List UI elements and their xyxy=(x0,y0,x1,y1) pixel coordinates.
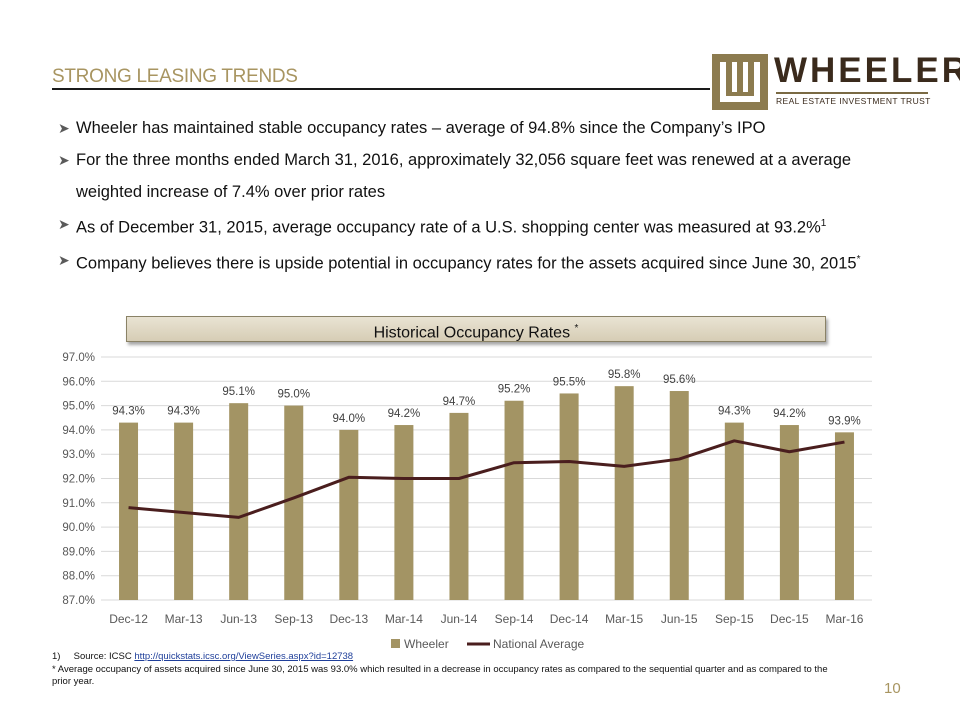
company-logo: WHEELER REAL ESTATE INVESTMENT TRUST xyxy=(712,52,960,114)
y-tick-label: 89.0% xyxy=(62,546,95,558)
bullet-list: ➤ Wheeler has maintained stable occupancy… xyxy=(58,112,908,279)
legend-label-wheeler: Wheeler xyxy=(404,637,449,651)
bar-wheeler xyxy=(504,400,524,600)
bar-data-label: 95.8% xyxy=(608,369,641,381)
title-underline xyxy=(52,88,710,90)
page-number: 10 xyxy=(884,680,901,697)
bullet-item: ➤ As of December 31, 2015, average occupa… xyxy=(58,208,908,244)
arrow-bullet-icon: ➤ xyxy=(58,216,70,232)
y-tick-label: 87.0% xyxy=(62,595,95,607)
x-tick-label: Mar-13 xyxy=(165,612,203,626)
x-tick-label: Sep-13 xyxy=(274,612,313,626)
bar-wheeler xyxy=(559,393,579,600)
logo-divider xyxy=(776,92,928,94)
arrow-bullet-icon: ➤ xyxy=(58,251,70,268)
logo-subtitle: REAL ESTATE INVESTMENT TRUST xyxy=(776,96,931,106)
y-tick-label: 96.0% xyxy=(62,376,95,388)
bullet-text: Company believes there is upside potenti… xyxy=(76,254,857,272)
bar-data-label: 94.2% xyxy=(388,408,421,420)
x-tick-label: Mar-15 xyxy=(605,612,643,626)
x-tick-label: Dec-15 xyxy=(770,612,809,626)
bar-data-label: 94.0% xyxy=(333,413,366,425)
bar-data-label: 94.7% xyxy=(443,396,476,408)
y-tick-label: 88.0% xyxy=(62,571,95,583)
chart-title-marker: * xyxy=(574,323,579,334)
source-label: Source: ICSC xyxy=(73,651,132,662)
x-tick-label: Dec-13 xyxy=(329,612,368,626)
source-number: 1) xyxy=(52,651,61,662)
source-footnote: 1) Source: ICSC http://quickstats.icsc.o… xyxy=(52,651,353,662)
y-tick-label: 90.0% xyxy=(62,522,95,534)
bar-wheeler xyxy=(119,422,139,600)
bar-wheeler xyxy=(394,425,414,600)
footnote-marker: * xyxy=(856,253,861,265)
x-tick-label: Jun-15 xyxy=(661,612,698,626)
x-tick-label: Jun-13 xyxy=(220,612,257,626)
bar-wheeler xyxy=(669,391,689,600)
asterisk-footnote: * Average occupancy of assets acquired s… xyxy=(52,664,828,687)
bar-data-label: 95.6% xyxy=(663,374,696,386)
chart-title-box: Historical Occupancy Rates * xyxy=(126,316,826,342)
bar-data-label: 94.3% xyxy=(112,406,145,418)
arrow-bullet-icon: ➤ xyxy=(58,120,70,136)
bar-data-label: 94.3% xyxy=(167,406,200,418)
bullet-text: For the three months ended March 31, 201… xyxy=(76,151,852,201)
bar-wheeler xyxy=(779,425,799,600)
x-tick-label: Mar-14 xyxy=(385,612,423,626)
chart-title: Historical Occupancy Rates xyxy=(373,324,571,342)
x-tick-label: Jun-14 xyxy=(441,612,478,626)
y-tick-label: 93.0% xyxy=(62,449,95,461)
bar-data-label: 95.1% xyxy=(222,386,255,398)
bar-wheeler xyxy=(614,386,634,600)
bar-data-label: 93.9% xyxy=(828,415,861,427)
x-tick-label: Dec-14 xyxy=(550,612,589,626)
source-link[interactable]: http://quickstats.icsc.org/ViewSeries.as… xyxy=(134,651,354,662)
bullet-text: As of December 31, 2015, average occupan… xyxy=(76,218,821,237)
page-title: STRONG LEASING TRENDS xyxy=(52,66,298,87)
bar-data-label: 95.0% xyxy=(277,389,310,401)
bar-data-label: 95.5% xyxy=(553,376,586,388)
y-tick-label: 95.0% xyxy=(62,401,95,413)
x-tick-label: Sep-15 xyxy=(715,612,754,626)
bar-wheeler xyxy=(339,429,359,600)
logo-mark-icon xyxy=(712,54,768,110)
bullet-item: ➤ Company believes there is upside potent… xyxy=(58,244,908,280)
logo-wordmark: WHEELER xyxy=(774,51,960,90)
bar-data-label: 94.3% xyxy=(718,406,751,418)
bullet-text: Wheeler has maintained stable occupancy … xyxy=(76,119,766,137)
bar-data-label: 95.2% xyxy=(498,384,531,396)
bar-wheeler xyxy=(834,432,854,600)
bar-wheeler xyxy=(284,405,304,600)
y-tick-label: 94.0% xyxy=(62,425,95,437)
bullet-item: ➤ For the three months ended March 31, 20… xyxy=(58,144,908,208)
x-tick-label: Sep-14 xyxy=(495,612,534,626)
bullet-item: ➤ Wheeler has maintained stable occupancy… xyxy=(58,112,908,144)
legend-label-national-average: National Average xyxy=(493,637,585,651)
line-national-average xyxy=(128,439,845,519)
bar-wheeler xyxy=(229,403,249,600)
bar-wheeler xyxy=(724,422,744,600)
arrow-bullet-icon: ➤ xyxy=(58,152,70,168)
x-tick-label: Dec-12 xyxy=(109,612,148,626)
y-tick-label: 97.0% xyxy=(62,352,95,364)
footnote-marker: 1 xyxy=(820,218,827,229)
y-tick-label: 91.0% xyxy=(62,498,95,510)
bar-wheeler xyxy=(449,412,469,600)
bar-data-label: 94.2% xyxy=(773,408,806,420)
y-tick-label: 92.0% xyxy=(62,474,95,486)
legend-swatch-wheeler xyxy=(391,639,400,648)
x-tick-label: Mar-16 xyxy=(825,612,863,626)
